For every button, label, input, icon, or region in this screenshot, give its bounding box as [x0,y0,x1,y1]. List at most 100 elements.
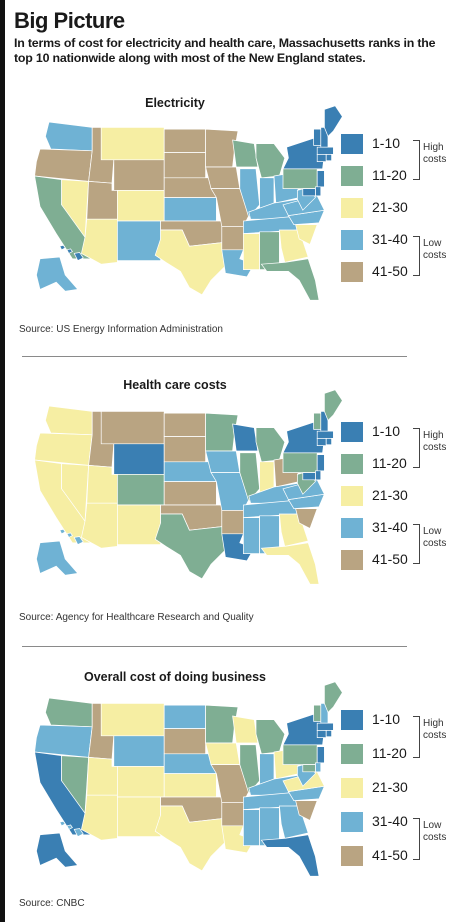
state-ma [316,722,334,731]
state-ri [325,730,332,738]
legend-label: 41-50 [372,847,408,863]
state-md [302,764,316,773]
state-de [315,470,322,481]
state-sc [295,224,318,245]
legend-swatch [341,518,363,538]
state-co [117,766,165,798]
state-wa [45,405,93,436]
state-ia [205,742,241,765]
map-title: Electricity [145,96,205,110]
state-de [315,186,322,197]
state-co [117,474,165,506]
legend-label: 31-40 [372,231,408,247]
state-sc [295,508,318,529]
state-or [34,148,93,182]
state-ri [325,154,332,162]
us-map [34,105,343,301]
legend-swatch [341,262,363,282]
legend-swatch [341,230,363,250]
source-note: Source: US Energy Information Administra… [19,324,223,335]
state-nd [163,128,206,153]
state-wi [232,139,259,168]
state-ar [221,226,246,251]
legend-swatch [341,744,363,764]
state-mt [100,127,165,161]
legend-label: 41-50 [372,551,408,567]
state-ks [163,481,217,506]
legend-label: 31-40 [372,519,408,535]
state-ms [243,233,260,270]
state-ct [316,730,327,738]
state-tx [154,229,230,296]
state-or [34,724,93,758]
state-nd [163,412,206,437]
state-ri [325,438,332,446]
state-ak [36,832,79,868]
legend-swatch [341,812,363,832]
page-title: Big Picture [14,8,125,33]
state-vt [313,128,322,146]
state-nj [316,746,325,764]
state-ar [221,802,246,827]
legend-label: 21-30 [372,199,408,215]
high-costs-label: High costs [423,430,447,453]
state-ne [163,753,217,774]
state-vt [313,412,322,430]
divider [22,356,407,357]
legend-swatch [341,710,363,730]
state-mi [255,719,286,755]
legend-swatch [341,198,363,218]
state-nd [163,704,206,729]
state-ms [243,517,260,554]
map-title: Overall cost of doing business [84,670,266,684]
state-nj [316,170,325,188]
state-tx [154,805,230,872]
state-vt [313,704,322,722]
state-wi [232,423,259,452]
state-co [117,190,165,222]
state-md [302,472,316,481]
state-mi [255,143,286,179]
state-mt [100,411,165,445]
state-ak [36,256,79,292]
state-mi [255,427,286,463]
state-ut [86,757,118,796]
state-ak [36,540,79,576]
state-wy [113,159,165,191]
state-pa [282,744,318,765]
state-hi [59,244,84,262]
state-ut [86,465,118,504]
state-ct [316,154,327,162]
legend-swatch [341,454,363,474]
state-ct [316,438,327,446]
us-map [34,681,343,877]
state-ma [316,430,334,439]
high-costs-label: High costs [423,718,447,741]
state-mn [205,412,239,452]
state-sc [295,800,318,821]
state-hi [59,528,84,546]
state-hi [59,820,84,838]
state-nj [316,454,325,472]
state-pa [282,452,318,473]
state-md [302,188,316,197]
state-ia [205,166,241,189]
state-ne [163,177,217,198]
state-pa [282,168,318,189]
state-tx [154,513,230,580]
state-me [324,105,343,138]
state-ma [316,146,334,155]
legend-swatch [341,166,363,186]
high-costs-label: High costs [423,142,447,165]
low-bracket [413,818,420,860]
state-ut [86,181,118,220]
state-mn [205,128,239,168]
legend-swatch [341,422,363,442]
state-mn [205,704,239,744]
legend-label: 1-10 [372,711,401,727]
high-bracket [413,716,420,758]
high-bracket [413,428,420,468]
low-costs-label: Low costs [423,820,447,843]
state-de [315,762,322,773]
legend-label: 21-30 [372,487,408,503]
